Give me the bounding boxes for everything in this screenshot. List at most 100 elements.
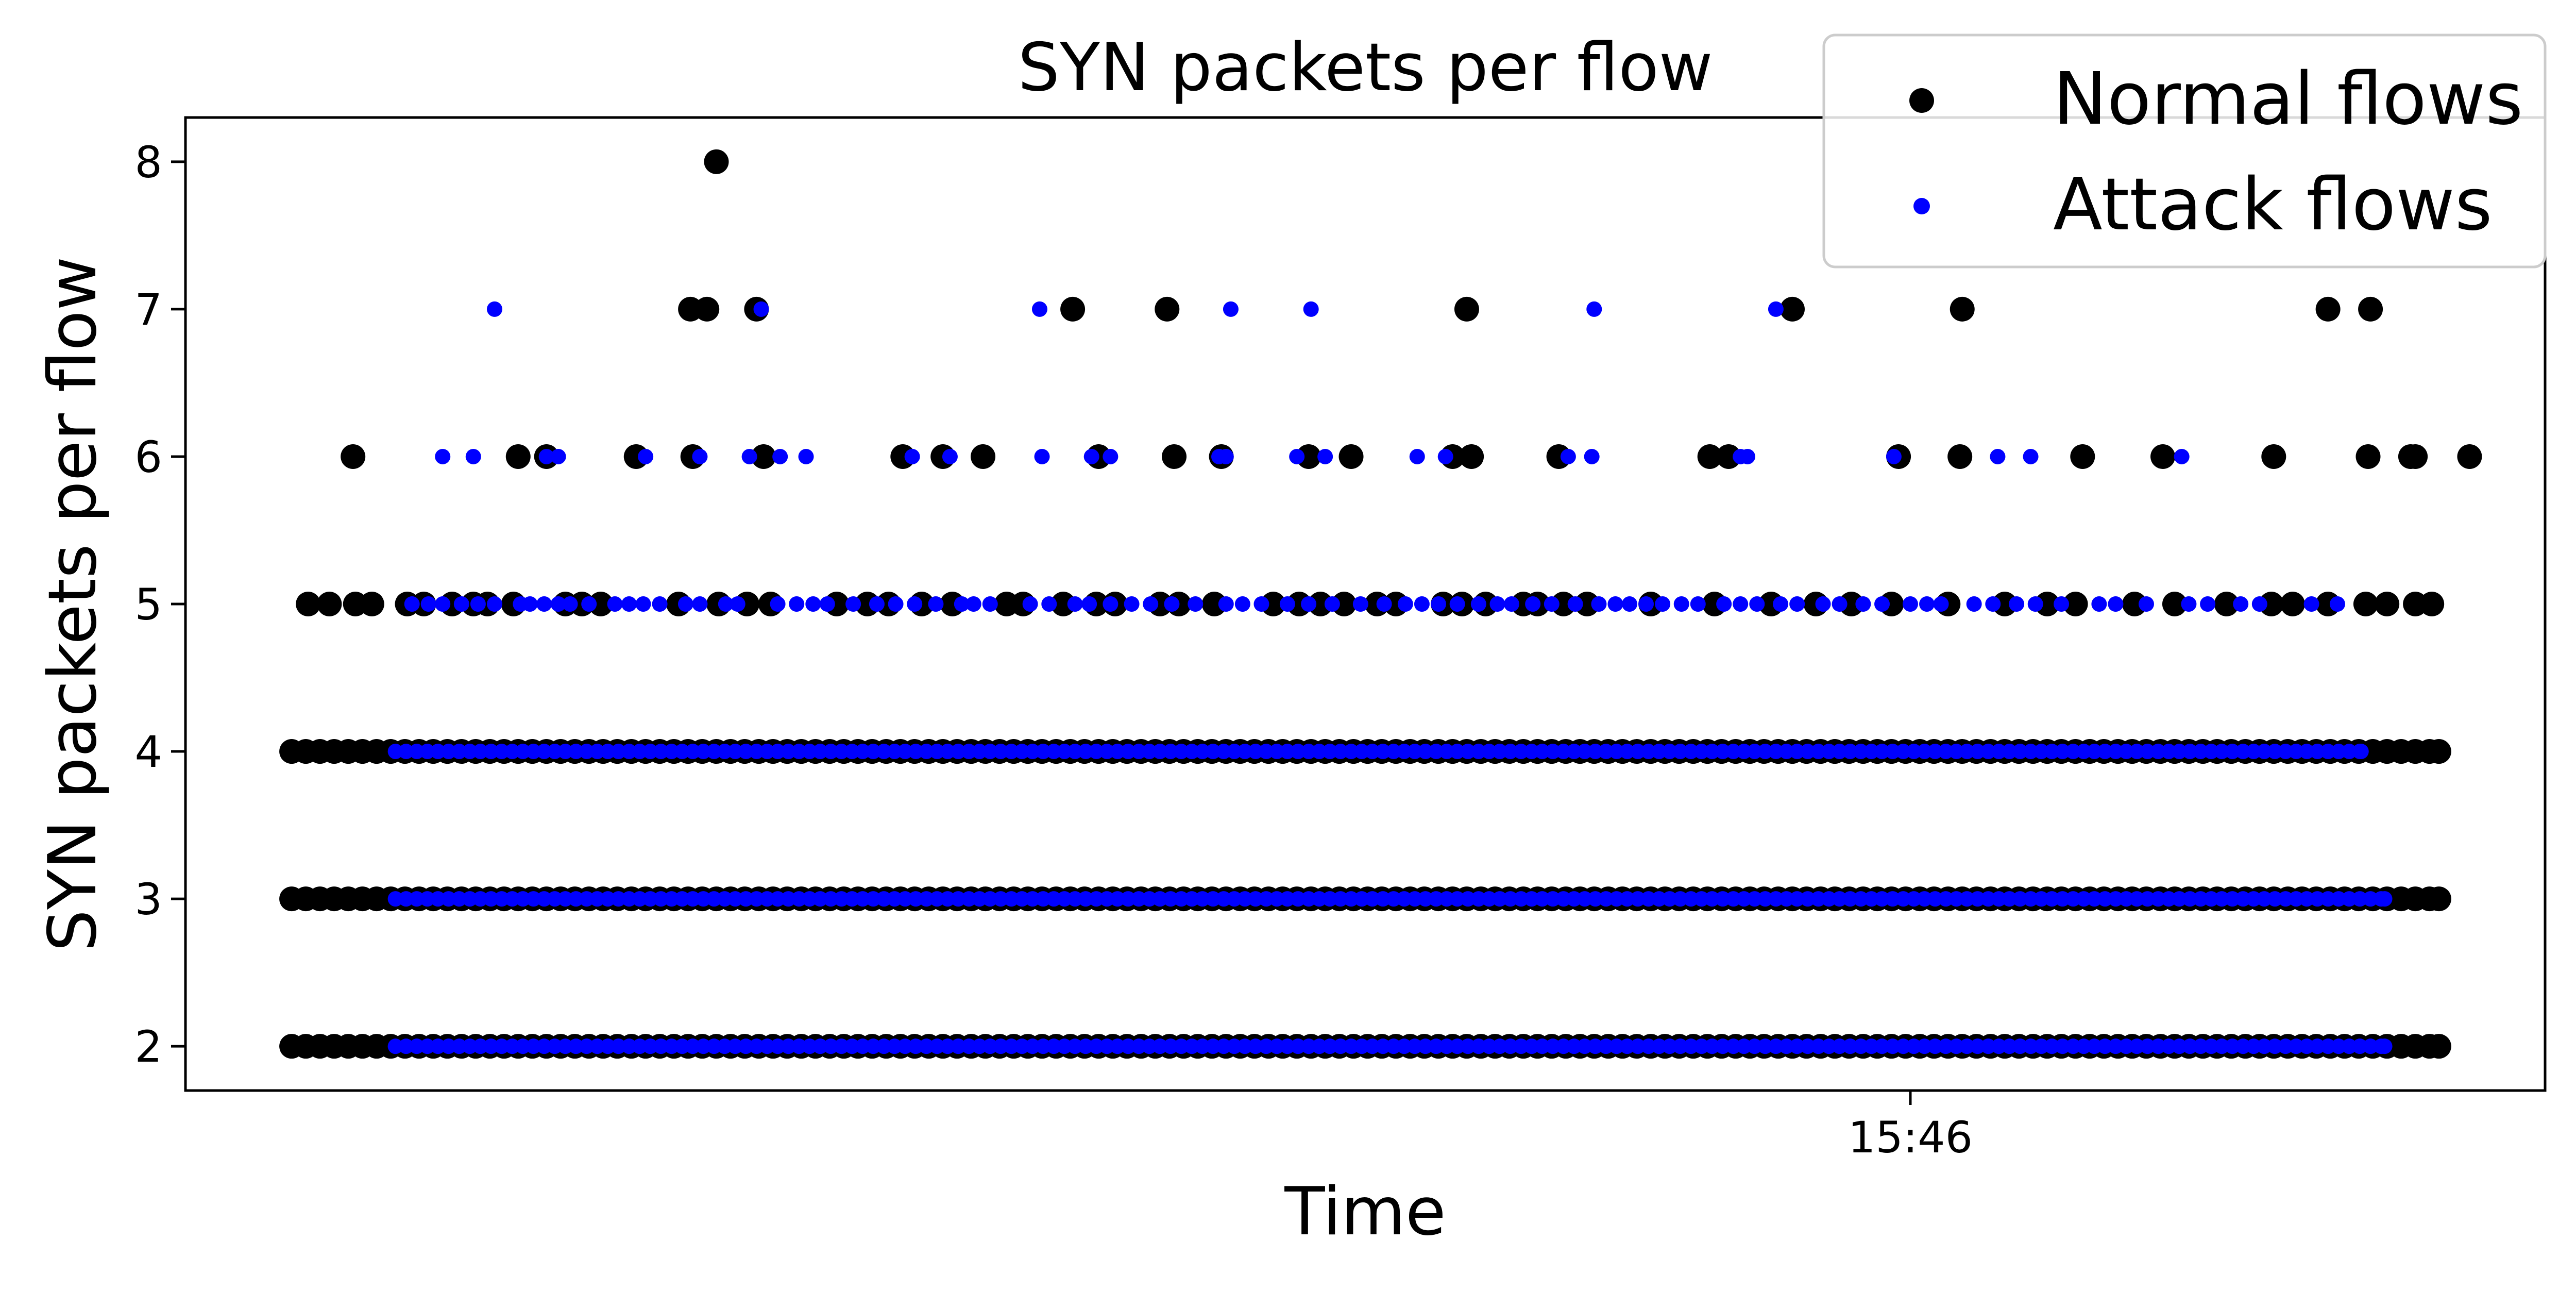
data-point	[472, 891, 488, 907]
data-point	[1088, 891, 1104, 907]
data-point	[2055, 744, 2071, 760]
data-point	[1947, 444, 1973, 469]
data-point	[798, 448, 814, 464]
data-point	[1991, 1038, 2007, 1054]
data-point	[866, 744, 882, 760]
data-point	[1338, 444, 1364, 469]
data-point	[1067, 1038, 1083, 1054]
data-point	[483, 891, 499, 907]
y-tick-label: 7	[135, 284, 162, 335]
data-point	[982, 1038, 998, 1054]
data-point	[1513, 744, 1529, 760]
data-point	[1933, 596, 1949, 612]
data-point	[844, 891, 860, 907]
data-point	[2063, 592, 2088, 616]
data-point	[929, 744, 945, 760]
data-point	[887, 1038, 903, 1054]
data-point	[1081, 596, 1097, 612]
data-point	[398, 1038, 414, 1054]
data-point	[2214, 891, 2230, 907]
data-point	[550, 448, 566, 464]
data-point	[611, 891, 626, 907]
data-point	[2299, 744, 2315, 760]
data-point	[2012, 744, 2028, 760]
data-point	[919, 1038, 935, 1054]
data-point	[453, 596, 469, 612]
data-point	[888, 596, 904, 612]
data-point	[1152, 1038, 1168, 1054]
data-point	[664, 1038, 680, 1054]
data-point	[1216, 891, 1232, 907]
data-point	[1773, 596, 1789, 612]
data-point	[1693, 891, 1709, 907]
data-point	[1895, 1038, 1911, 1054]
data-point	[791, 891, 807, 907]
data-point	[674, 891, 690, 907]
data-point	[1608, 891, 1624, 907]
data-point	[2138, 596, 2154, 612]
data-point	[1364, 891, 1380, 907]
data-point	[866, 1038, 882, 1054]
data-point	[1060, 296, 1086, 322]
data-point	[940, 1038, 956, 1054]
data-point	[1544, 596, 1560, 612]
data-point	[1396, 744, 1412, 760]
data-point	[2044, 744, 2060, 760]
data-point	[1184, 891, 1200, 907]
data-point	[398, 891, 414, 907]
data-point	[819, 596, 835, 612]
data-point	[2076, 1038, 2092, 1054]
data-point	[1598, 891, 1614, 907]
data-point	[2150, 891, 2166, 907]
data-point	[579, 744, 595, 760]
data-point	[1375, 1038, 1391, 1054]
data-point	[462, 891, 478, 907]
data-point	[2426, 886, 2451, 912]
data-point	[704, 149, 729, 174]
data-point	[1630, 891, 1646, 907]
data-point	[1248, 1038, 1264, 1054]
data-point	[706, 1038, 722, 1054]
data-point	[1980, 744, 1996, 760]
data-point	[1598, 744, 1614, 760]
data-point	[802, 744, 818, 760]
data-point	[694, 296, 720, 322]
data-point	[1364, 1038, 1380, 1054]
data-point	[2087, 744, 2103, 760]
data-point	[759, 891, 775, 907]
data-point	[2214, 1038, 2230, 1054]
data-point	[1460, 1038, 1476, 1054]
data-point	[2203, 744, 2219, 760]
data-point	[2331, 1038, 2347, 1054]
data-point	[781, 744, 796, 760]
data-point	[1545, 1038, 1561, 1054]
data-point	[1141, 744, 1157, 760]
data-point	[1810, 744, 1826, 760]
data-point	[653, 1038, 669, 1054]
data-point	[1991, 744, 2007, 760]
data-point	[844, 744, 860, 760]
data-point	[2091, 596, 2107, 612]
data-point	[1683, 891, 1699, 907]
data-point	[1067, 744, 1083, 760]
data-point	[1534, 891, 1550, 907]
x-axis-label: Time	[1284, 1173, 1446, 1250]
data-point	[632, 744, 648, 760]
data-point	[1863, 891, 1879, 907]
data-point	[1343, 891, 1359, 907]
data-point	[1768, 744, 1784, 760]
data-point	[674, 744, 690, 760]
data-point	[2358, 296, 2383, 322]
data-point	[1715, 744, 1731, 760]
data-point	[1853, 891, 1869, 907]
data-point	[2161, 744, 2177, 760]
data-point	[1194, 744, 1210, 760]
data-point	[515, 1038, 531, 1054]
data-point	[2097, 891, 2113, 907]
data-point	[2108, 1038, 2124, 1054]
data-point	[1035, 891, 1051, 907]
data-point	[1439, 891, 1455, 907]
data-point	[1917, 744, 1933, 760]
data-point	[1352, 596, 1368, 612]
data-point	[965, 596, 981, 612]
